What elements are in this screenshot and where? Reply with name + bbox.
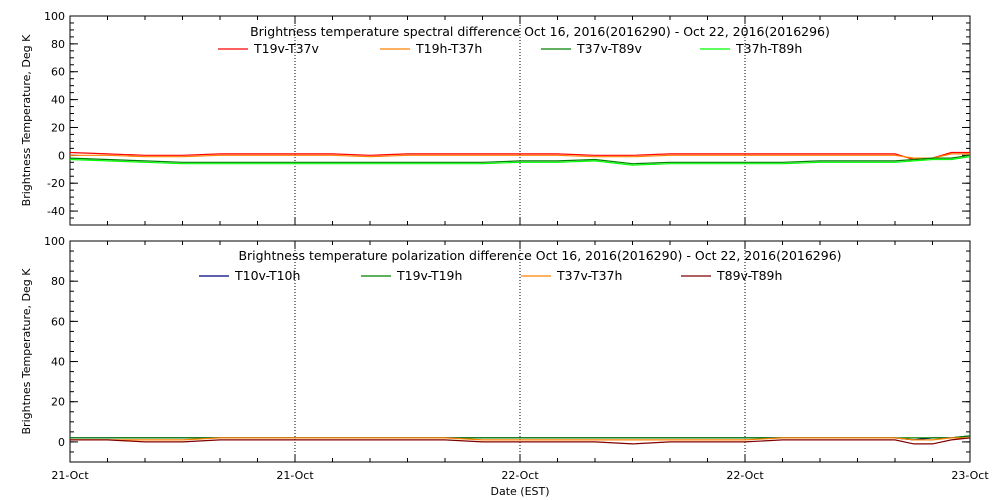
- panel1-ytick-label: 0: [58, 149, 65, 162]
- panel1-legend-label-4: T37h-T89h: [735, 41, 802, 56]
- panel2-ytick-label: 0: [58, 436, 65, 449]
- panel2-y-axis-label: Brightnes Temperature, Deg K: [20, 268, 33, 435]
- panel1-legend-label-3: T37v-T89v: [576, 41, 643, 56]
- panel2-xtick-label: 21-Oct: [276, 469, 314, 482]
- panel1-ytick-label: 100: [44, 10, 65, 23]
- panel1-ytick-label: -40: [47, 205, 65, 218]
- panel1-series-line-3: [69, 154, 971, 165]
- panel2-ytick-label: 20: [51, 396, 65, 409]
- panel1-ytick-label: 20: [51, 121, 65, 134]
- panel1-series-line-1: [69, 151, 970, 161]
- x-axis-label: Date (EST): [490, 485, 549, 498]
- panel2-legend-label-1: T10v-T10h: [234, 268, 300, 283]
- panel2-ytick-label: 100: [44, 235, 65, 248]
- panel1-series-line-4: [69, 156, 971, 166]
- panel1-ytick-label: 80: [51, 38, 65, 51]
- panel2-ytick-label: 40: [51, 356, 65, 369]
- panel1-ytick-label: 60: [51, 66, 65, 79]
- panel1-ytick-label: 40: [51, 94, 65, 107]
- panel1-y-axis-label: Brightness Temperature, Deg K: [20, 34, 33, 206]
- panel2-legend-label-4: T89v-T89h: [716, 268, 782, 283]
- panel2-xtick-label: 22-Oct: [501, 469, 539, 482]
- panel2-series-line-4: [70, 437, 971, 445]
- panel2-xtick-label: 23-Oct: [951, 469, 989, 482]
- panel2-ytick-label: 60: [51, 315, 65, 328]
- panel1-series-line-2: [70, 153, 970, 159]
- panel2-ytick-label: 80: [51, 275, 65, 288]
- panel2-legend-label-3: T37v-T37h: [556, 268, 622, 283]
- panel2-xtick-label: 21-Oct: [51, 469, 89, 482]
- panel1-chart-title: Brightness temperature spectral differen…: [250, 24, 830, 39]
- panel1-legend-label-2: T19h-T37h: [415, 41, 482, 56]
- panel2-chart-title: Brightness temperature polarization diff…: [238, 248, 841, 263]
- panel2-legend-label-2: T19v-T19h: [396, 268, 462, 283]
- panel1-legend-label-1: T19v-T37v: [253, 41, 320, 56]
- panel2-xtick-label: 22-Oct: [726, 469, 764, 482]
- panel2-series-line-3: [70, 437, 970, 441]
- panel1-ytick-label: -20: [47, 177, 65, 190]
